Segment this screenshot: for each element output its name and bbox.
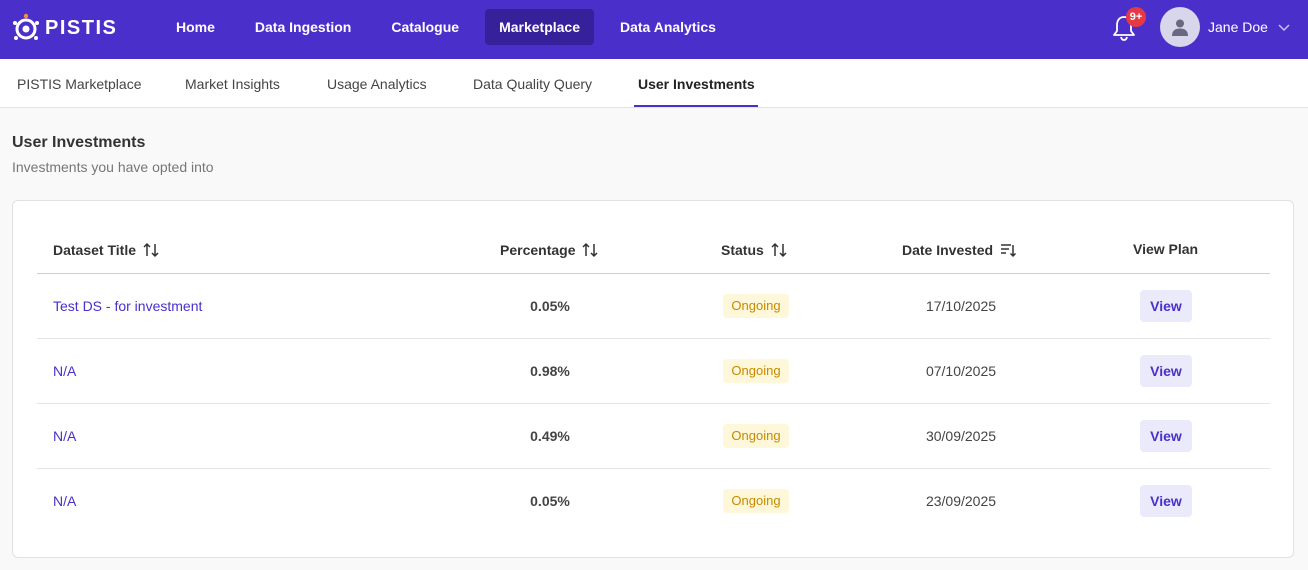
date-invested: 07/10/2025 — [925, 363, 997, 379]
dataset-title-link[interactable]: N/A — [53, 363, 77, 379]
header-divider — [37, 273, 1270, 274]
user-icon — [1172, 19, 1188, 36]
dataset-title-link[interactable]: N/A — [53, 428, 77, 444]
sort-icon[interactable] — [581, 241, 599, 259]
sort-icon[interactable] — [142, 241, 160, 259]
sort-descending-icon[interactable] — [999, 241, 1017, 259]
user-name[interactable]: Jane Doe — [1208, 19, 1268, 35]
top-navbar: PISTIS Home Data Ingestion Catalogue Mar… — [0, 0, 1308, 59]
table-row: Test DS - for investment 0.05% Ongoing 1… — [37, 274, 1270, 339]
view-plan-button[interactable]: View — [1140, 290, 1192, 322]
dataset-title-link[interactable]: Test DS - for investment — [53, 298, 203, 314]
dataset-title-link[interactable]: N/A — [53, 493, 77, 509]
percentage-value: 0.05% — [530, 298, 570, 314]
table-row: N/A 0.05% Ongoing 23/09/2025 View — [37, 469, 1270, 534]
page-subtitle: Investments you have opted into — [12, 159, 214, 175]
column-header-date-invested[interactable]: Date Invested — [902, 241, 1017, 259]
view-plan-button[interactable]: View — [1140, 485, 1192, 517]
investments-table-card: Dataset Title Percentage Status Date Inv… — [12, 200, 1294, 558]
percentage-value: 0.49% — [530, 428, 570, 444]
column-label-percentage: Percentage — [500, 242, 576, 258]
tab-data-quality-query[interactable]: Data Quality Query — [473, 76, 593, 92]
table-row: N/A 0.98% Ongoing 07/10/2025 View — [37, 339, 1270, 404]
view-plan-button[interactable]: View — [1140, 420, 1192, 452]
sub-tabs: PISTIS Marketplace Market Insights Usage… — [0, 59, 1308, 108]
view-plan-button[interactable]: View — [1140, 355, 1192, 387]
date-invested: 30/09/2025 — [925, 428, 997, 444]
percentage-value: 0.98% — [530, 363, 570, 379]
column-label-view-plan: View Plan — [1133, 241, 1199, 257]
column-header-status[interactable]: Status — [721, 241, 788, 259]
row-divider — [37, 468, 1270, 469]
status-badge: Ongoing — [723, 359, 789, 383]
nav-catalogue[interactable]: Catalogue — [391, 19, 460, 35]
date-invested: 23/09/2025 — [925, 493, 997, 509]
column-label-date-invested: Date Invested — [902, 242, 994, 258]
logo[interactable]: PISTIS — [12, 12, 117, 44]
tab-pistis-marketplace[interactable]: PISTIS Marketplace — [17, 76, 142, 92]
main-nav: Home Data Ingestion Catalogue Marketplac… — [162, 9, 742, 45]
active-tab-indicator — [634, 105, 758, 107]
avatar[interactable] — [1160, 7, 1200, 47]
column-header-dataset-title[interactable]: Dataset Title — [53, 241, 160, 259]
tab-market-insights[interactable]: Market Insights — [185, 76, 280, 92]
tab-usage-analytics[interactable]: Usage Analytics — [327, 76, 427, 92]
status-badge: Ongoing — [723, 424, 789, 448]
chevron-down-icon[interactable] — [1277, 20, 1291, 34]
column-label-dataset-title: Dataset Title — [53, 242, 136, 258]
notification-badge: 9+ — [1126, 7, 1146, 27]
nav-home[interactable]: Home — [176, 19, 215, 35]
column-header-view-plan: View Plan — [1133, 241, 1198, 257]
date-invested: 17/10/2025 — [925, 298, 997, 314]
logo-text: PISTIS — [45, 16, 118, 39]
status-badge: Ongoing — [723, 489, 789, 513]
nav-data-analytics[interactable]: Data Analytics — [620, 19, 716, 35]
row-divider — [37, 403, 1270, 404]
page-title: User Investments — [12, 134, 146, 151]
sort-icon[interactable] — [770, 241, 788, 259]
tab-user-investments[interactable]: User Investments — [638, 76, 755, 92]
column-label-status: Status — [721, 242, 764, 258]
logo-icon — [13, 13, 39, 40]
nav-data-ingestion[interactable]: Data Ingestion — [254, 19, 352, 35]
percentage-value: 0.05% — [530, 493, 570, 509]
row-divider — [37, 338, 1270, 339]
column-header-percentage[interactable]: Percentage — [500, 241, 599, 259]
nav-marketplace[interactable]: Marketplace — [485, 9, 594, 45]
table-row: N/A 0.49% Ongoing 30/09/2025 View — [37, 404, 1270, 469]
status-badge: Ongoing — [723, 294, 789, 318]
